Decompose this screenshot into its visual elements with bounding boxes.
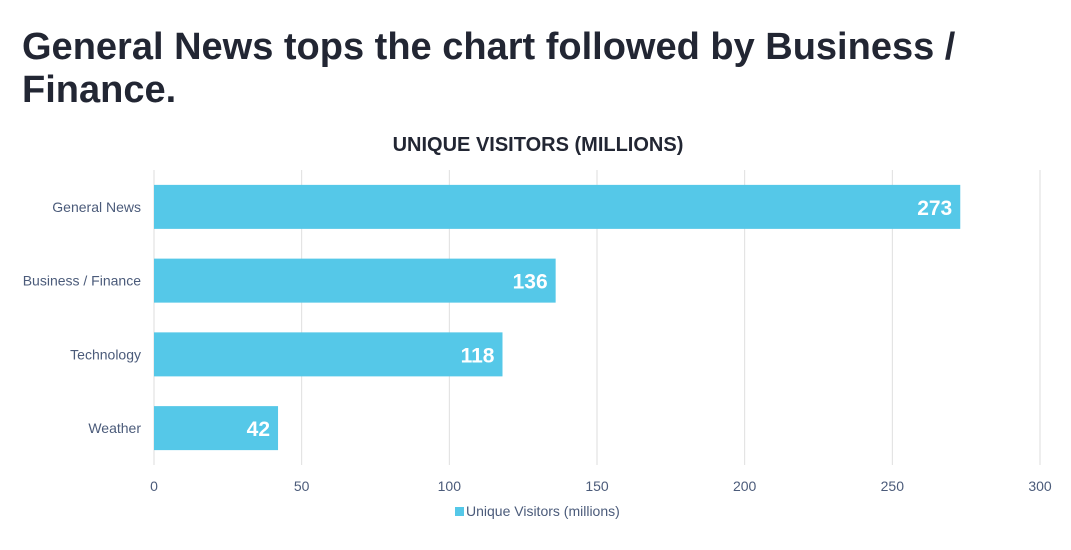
- bar[interactable]: [154, 184, 961, 229]
- y-category-label: General News: [52, 199, 141, 215]
- chart-data-labels: 273 136 118 42: [247, 197, 953, 441]
- data-label: 118: [461, 344, 495, 367]
- x-tick-label: 300: [1028, 478, 1052, 494]
- data-label: 273: [917, 197, 952, 220]
- data-label: 42: [247, 418, 270, 441]
- y-category-label: Weather: [88, 420, 141, 436]
- x-tick-label: 100: [438, 478, 462, 494]
- bar-chart: UNIQUE VISITORS (MILLIONS) 0 50 100 150 200 2…: [23, 134, 1052, 519]
- y-category-label: Technology: [70, 346, 141, 362]
- legend-label: Unique Visitors (millions): [466, 503, 620, 519]
- data-label: 136: [513, 271, 548, 294]
- chart-legend[interactable]: Unique Visitors (millions): [455, 503, 620, 519]
- y-axis-categories: General News Business / Finance Technology…: [23, 199, 142, 436]
- bar[interactable]: [154, 332, 503, 377]
- y-category-label: Business / Finance: [23, 273, 141, 289]
- legend-swatch: [455, 507, 464, 516]
- chart-title: UNIQUE VISITORS (MILLIONS): [393, 134, 684, 156]
- x-tick-label: 0: [150, 478, 158, 494]
- x-tick-label: 150: [585, 478, 609, 494]
- chart-bars: [154, 184, 961, 451]
- x-tick-label: 50: [294, 478, 310, 494]
- bar[interactable]: [154, 258, 556, 303]
- x-axis-ticks: 0 50 100 150 200 250 300: [150, 478, 1052, 494]
- x-tick-label: 250: [881, 478, 905, 494]
- x-tick-label: 200: [733, 478, 757, 494]
- page-title: General News tops the chart followed by …: [22, 26, 956, 111]
- bar[interactable]: [154, 406, 279, 451]
